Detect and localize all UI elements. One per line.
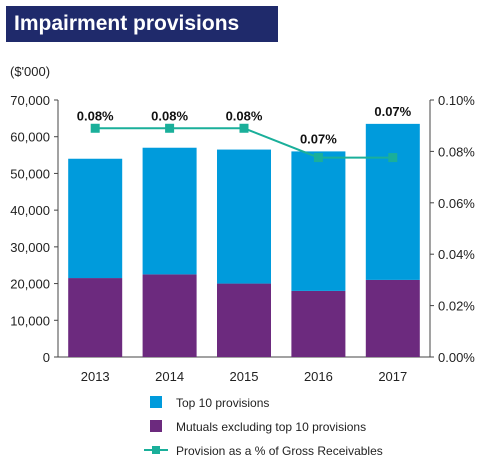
bar-top10-2017 (365, 123, 420, 280)
bar-top10-2015 (217, 149, 271, 284)
y-tick-label: 30,000 (10, 240, 50, 255)
legend-swatch (150, 420, 162, 432)
chart-title: Impairment provisions (14, 12, 240, 35)
y2-tick-label: 0.02% (438, 299, 475, 314)
pct-data-label: 0.08% (151, 108, 188, 123)
y-tick-label: 0 (43, 350, 50, 365)
y2-tick-label: 0.08% (438, 144, 475, 159)
x-tick-label: 2013 (81, 369, 110, 384)
y-tick-label: 10,000 (10, 313, 50, 328)
legend-marker (152, 446, 160, 454)
bar-mutuals-2013 (68, 278, 123, 357)
pct-data-label: 0.08% (77, 108, 114, 123)
bar-mutuals-2017 (365, 279, 420, 357)
legend-swatch (150, 396, 162, 408)
y-tick-label: 70,000 (10, 93, 50, 108)
provision-pct-marker (388, 153, 398, 163)
x-tick-label: 2017 (378, 369, 407, 384)
bar-mutuals-2014 (142, 274, 197, 357)
x-tick-label: 2014 (155, 369, 184, 384)
pct-data-label: 0.07% (300, 131, 337, 146)
chart-title-box: Impairment provisions (6, 6, 278, 42)
bar-mutuals-2015 (217, 283, 271, 357)
pct-data-label: 0.08% (226, 108, 263, 123)
pct-data-label: 0.07% (374, 104, 411, 119)
y2-tick-label: 0.00% (438, 350, 475, 365)
bar-top10-2014 (142, 147, 197, 275)
legend-label: Provision as a % of Gross Receivables (176, 444, 383, 458)
legend-label: Top 10 provisions (176, 396, 269, 410)
y-tick-label: 40,000 (10, 203, 50, 218)
provision-pct-marker (313, 153, 323, 163)
x-tick-label: 2015 (230, 369, 259, 384)
provision-pct-marker (165, 123, 175, 133)
y-tick-label: 60,000 (10, 130, 50, 145)
y-tick-label: 50,000 (10, 166, 50, 181)
y-axis-unit-label: ($'000) (10, 64, 50, 79)
y2-tick-label: 0.10% (438, 93, 475, 108)
legend-label: Mutuals excluding top 10 provisions (176, 420, 366, 434)
provision-pct-marker (90, 123, 100, 133)
y-tick-label: 20,000 (10, 277, 50, 292)
bar-top10-2013 (68, 158, 123, 279)
y2-tick-label: 0.04% (438, 247, 475, 262)
y2-tick-label: 0.06% (438, 196, 475, 211)
bar-mutuals-2016 (291, 290, 346, 357)
bar-top10-2016 (291, 151, 346, 291)
provision-pct-marker (239, 123, 249, 133)
x-tick-label: 2016 (304, 369, 333, 384)
